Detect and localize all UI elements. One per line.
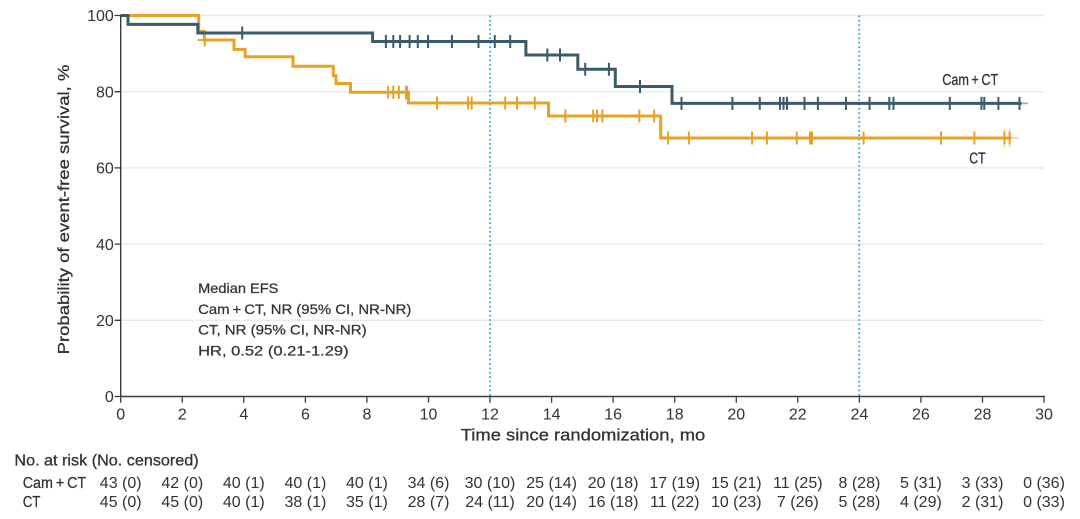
svg-text:5 (31): 5 (31) (900, 475, 942, 492)
svg-text:Time since randomization, mo: Time since randomization, mo (461, 425, 706, 444)
svg-text:CT: CT (969, 151, 986, 168)
svg-text:No. at risk (No. censored): No. at risk (No. censored) (14, 453, 198, 470)
svg-text:40 (1): 40 (1) (285, 475, 327, 492)
svg-text:20: 20 (96, 313, 114, 330)
svg-text:2 (31): 2 (31) (962, 494, 1004, 511)
svg-text:30 (10): 30 (10) (465, 475, 516, 492)
svg-text:38 (1): 38 (1) (285, 494, 327, 511)
svg-text:10 (23): 10 (23) (711, 494, 762, 511)
svg-text:Cam + CT, NR (95% CI, NR-NR): Cam + CT, NR (95% CI, NR-NR) (198, 301, 411, 317)
svg-text:16 (18): 16 (18) (588, 494, 639, 511)
svg-text:0 (36): 0 (36) (1023, 475, 1065, 492)
svg-text:28 (7): 28 (7) (408, 494, 450, 511)
svg-text:Probability of event-free surv: Probability of event-free survival, % (56, 65, 73, 355)
svg-text:100: 100 (87, 8, 114, 25)
svg-text:45 (0): 45 (0) (100, 494, 142, 511)
svg-text:8: 8 (362, 406, 371, 423)
svg-text:16: 16 (604, 406, 622, 423)
svg-text:12: 12 (481, 406, 499, 423)
svg-text:34 (6): 34 (6) (408, 475, 450, 492)
svg-text:0 (33): 0 (33) (1023, 494, 1065, 511)
svg-text:80: 80 (96, 84, 114, 101)
svg-text:60: 60 (96, 161, 114, 178)
svg-text:25 (14): 25 (14) (526, 475, 577, 492)
svg-text:35 (1): 35 (1) (346, 494, 388, 511)
svg-text:6: 6 (301, 406, 310, 423)
svg-text:11 (22): 11 (22) (650, 494, 700, 511)
svg-text:5 (28): 5 (28) (839, 494, 881, 511)
svg-text:CT, NR (95% CI, NR-NR): CT, NR (95% CI, NR-NR) (198, 322, 367, 338)
svg-text:14: 14 (543, 406, 561, 423)
svg-text:18: 18 (666, 406, 684, 423)
svg-text:0: 0 (116, 406, 125, 423)
svg-text:20 (18): 20 (18) (588, 475, 639, 492)
svg-text:42 (0): 42 (0) (161, 475, 203, 492)
svg-text:28: 28 (974, 406, 992, 423)
svg-text:2: 2 (178, 406, 187, 423)
svg-text:CT: CT (23, 494, 41, 511)
svg-text:26: 26 (912, 406, 930, 423)
svg-text:45 (0): 45 (0) (161, 494, 203, 511)
svg-text:15 (21): 15 (21) (711, 475, 762, 492)
svg-text:43 (0): 43 (0) (100, 475, 142, 492)
svg-text:3 (33): 3 (33) (962, 475, 1004, 492)
svg-text:40 (1): 40 (1) (346, 475, 388, 492)
svg-text:20 (14): 20 (14) (526, 494, 577, 511)
svg-text:40 (1): 40 (1) (223, 494, 265, 511)
svg-text:40: 40 (96, 237, 114, 254)
svg-text:8 (28): 8 (28) (839, 475, 881, 492)
svg-text:20: 20 (727, 406, 745, 423)
svg-text:11 (25): 11 (25) (773, 475, 823, 492)
svg-text:0: 0 (105, 389, 114, 406)
svg-text:Cam + CT: Cam + CT (942, 72, 998, 89)
svg-text:30: 30 (1035, 406, 1053, 423)
svg-text:4: 4 (239, 406, 248, 423)
svg-text:24 (11): 24 (11) (465, 494, 515, 511)
svg-text:24: 24 (851, 406, 869, 423)
svg-text:4 (29): 4 (29) (900, 494, 942, 511)
svg-text:Median EFS: Median EFS (198, 280, 278, 296)
svg-text:10: 10 (420, 406, 438, 423)
svg-text:40 (1): 40 (1) (223, 475, 265, 492)
svg-text:7 (26): 7 (26) (777, 494, 819, 511)
svg-text:Cam + CT: Cam + CT (23, 475, 87, 492)
svg-text:22: 22 (789, 406, 807, 423)
svg-text:17 (19): 17 (19) (649, 475, 700, 492)
svg-text:HR, 0.52 (0.21-1.29): HR, 0.52 (0.21-1.29) (198, 342, 349, 358)
